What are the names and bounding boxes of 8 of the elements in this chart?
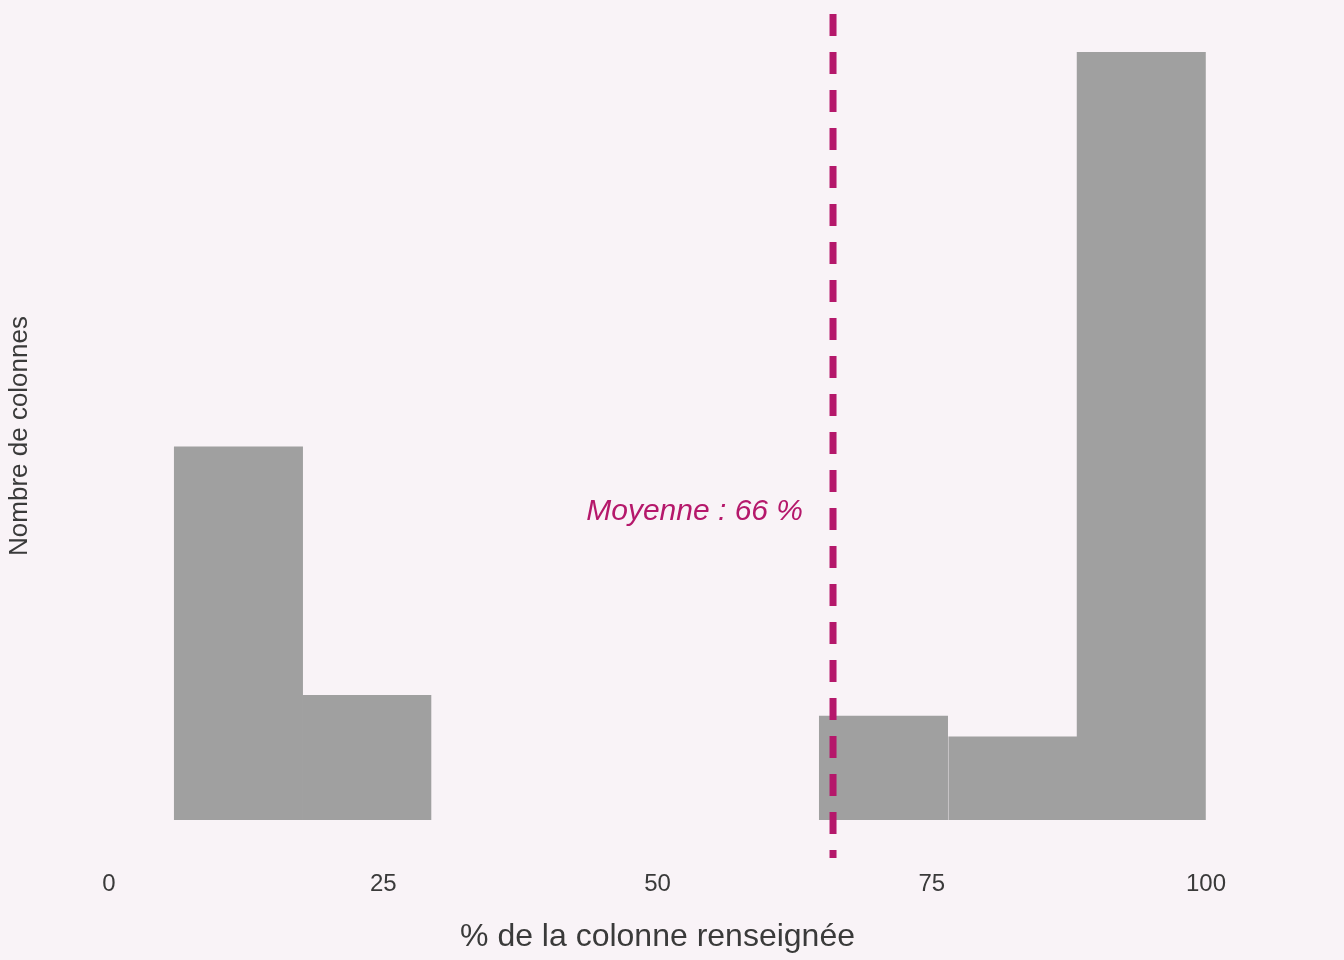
x-tick-label: 25 <box>369 869 397 897</box>
x-tick-label: 100 <box>1185 869 1227 897</box>
x-tick-label: 0 <box>102 869 116 897</box>
y-axis-title: Nombre de colonnes <box>2 316 33 556</box>
ref-line-label: Moyenne : 66 % <box>586 493 804 527</box>
x-axis-title: % de la colonne renseignée <box>460 916 855 953</box>
x-tick-label: 75 <box>918 869 946 897</box>
x-tick-label: 50 <box>644 869 671 897</box>
